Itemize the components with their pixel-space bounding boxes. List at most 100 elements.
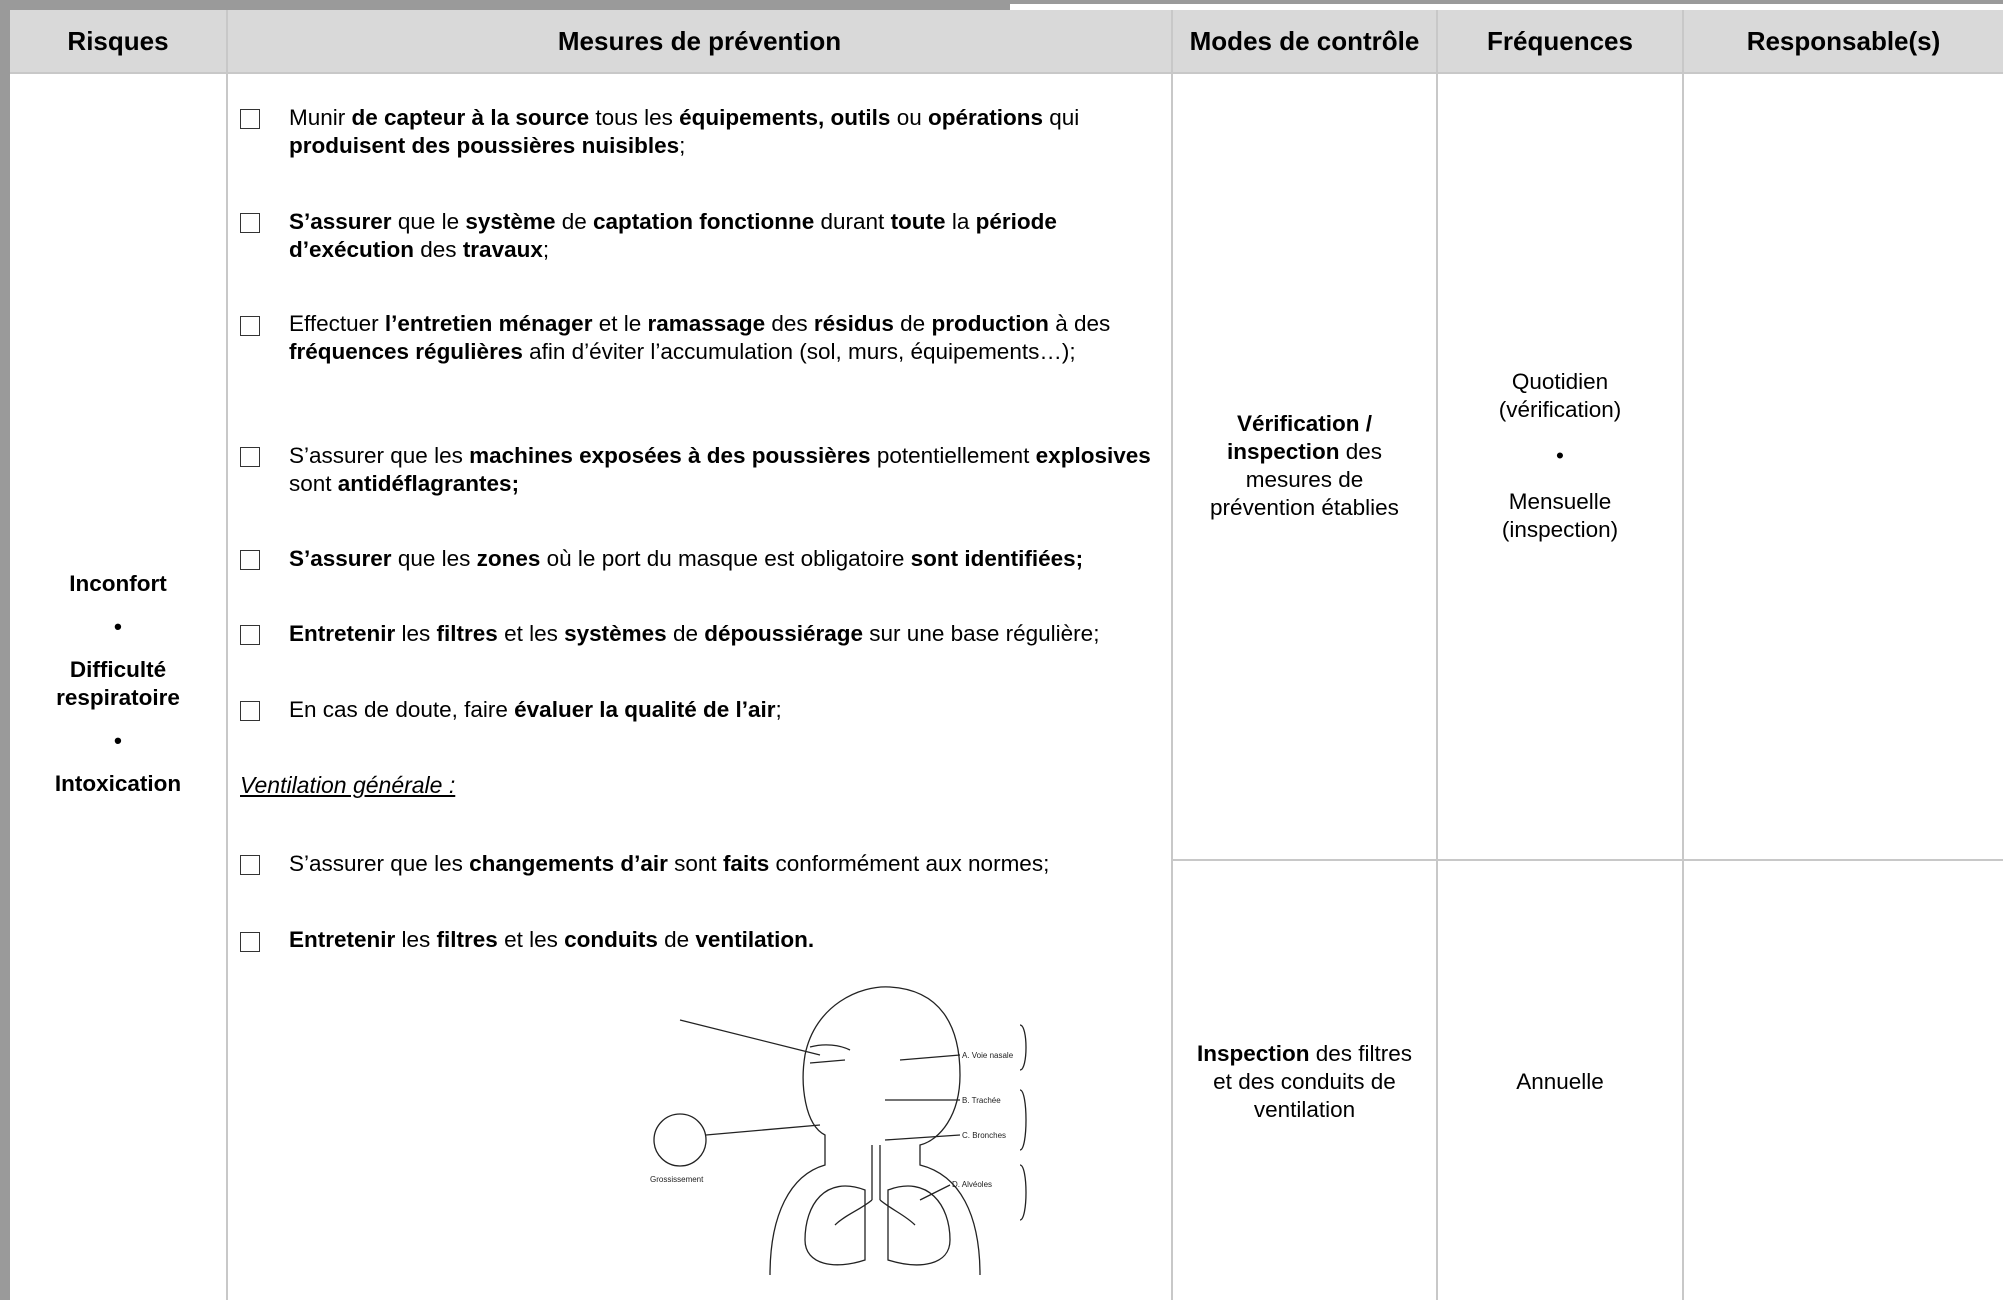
text-run: ; xyxy=(542,237,550,262)
column-header: Risques xyxy=(10,10,226,72)
checkbox[interactable] xyxy=(240,625,260,645)
measure: S’assurer que les changements d’air sont… xyxy=(289,850,1159,878)
row-divider xyxy=(10,72,2003,74)
text-run: ramassage xyxy=(647,311,766,336)
checkbox[interactable] xyxy=(240,447,260,467)
text-run: des xyxy=(414,237,463,262)
control-mode: Inspection des filtres et des conduits d… xyxy=(1173,1040,1436,1124)
text-run: opérations xyxy=(927,105,1044,130)
text-run: S’assurer xyxy=(289,546,392,571)
text-run: filtres xyxy=(436,621,498,646)
text-run: tous les xyxy=(589,105,680,130)
text-run: les xyxy=(395,621,437,646)
checkbox[interactable] xyxy=(240,932,260,952)
text-run: ou xyxy=(890,105,928,130)
diagram-label: A. Voie nasale xyxy=(962,1051,1014,1060)
text-run: conformément aux normes; xyxy=(769,851,1050,876)
text-run: de xyxy=(893,311,932,336)
text-run: S’assurer xyxy=(289,209,392,234)
diagram-label: C. Bronches xyxy=(962,1131,1006,1140)
column-divider xyxy=(1436,10,1438,1300)
frequency-cell: Quotidien (vérification) • Mensuelle (inspec… xyxy=(1438,368,1682,544)
diagram-label: B. Trachée xyxy=(962,1096,1001,1105)
frequency-line: Mensuelle xyxy=(1508,489,1612,514)
text-run: travaux xyxy=(462,237,543,262)
checkbox[interactable] xyxy=(240,316,260,336)
text-run: ventilation. xyxy=(695,927,815,952)
control-mode: Vérification / inspection des mesures de… xyxy=(1173,410,1436,522)
text-run: antidéflagrantes; xyxy=(337,471,520,496)
text-run: ; xyxy=(679,133,686,158)
column-header: Modes de contrôle xyxy=(1173,10,1436,72)
risk: Difficulté respiratoire xyxy=(56,657,180,710)
text-run: et le xyxy=(592,311,648,336)
text-run: sur une base régulière; xyxy=(863,621,1100,646)
column-header: Fréquences xyxy=(1438,10,1682,72)
text-run: des xyxy=(765,311,814,336)
text-run: sont xyxy=(289,471,338,496)
text-run: potentiellement xyxy=(870,443,1036,468)
checkbox[interactable] xyxy=(240,701,260,721)
frequency-line: Quotidien xyxy=(1511,369,1609,394)
text-run: de xyxy=(666,621,705,646)
text-run: afin d’éviter l’accumulation (sol, murs,… xyxy=(522,339,1076,364)
text-run: durant xyxy=(814,209,891,234)
column-header: Responsable(s) xyxy=(1684,10,2003,72)
text-run: conduits xyxy=(564,927,658,952)
text-run: évaluer la qualité de l’air xyxy=(514,697,776,722)
measure: S’assurer que les machines exposées à de… xyxy=(289,442,1159,498)
text-run: En cas de doute, faire xyxy=(289,697,515,722)
text-run: l’entretien ménager xyxy=(384,311,593,336)
text-run: dépoussiérage xyxy=(704,621,864,646)
text-run: résidus xyxy=(813,311,894,336)
text-run: que le xyxy=(391,209,466,234)
frequency-line: • xyxy=(1556,443,1564,468)
text-run: où le port du masque est obligatoire xyxy=(540,546,911,571)
bullet: • xyxy=(114,728,122,753)
text-run: de xyxy=(555,209,593,234)
text-run: filtres xyxy=(436,927,498,952)
text-run: captation fonctionne xyxy=(593,209,815,234)
text-run: fréquences régulières xyxy=(289,339,523,364)
measure: S’assurer que les zones où le port du ma… xyxy=(289,545,1159,573)
text-run: sont identifiées; xyxy=(910,546,1084,571)
risks-cell: Inconfort • Difficulté respiratoire • In… xyxy=(10,570,226,798)
frame-top xyxy=(1010,0,2003,4)
checkbox[interactable] xyxy=(240,213,260,233)
frequency-cell: Annuelle xyxy=(1438,1068,1682,1096)
row-divider xyxy=(1171,859,2003,861)
text-run: à des xyxy=(1048,311,1111,336)
text-run: machines exposées à des poussières xyxy=(469,443,871,468)
text-run: les xyxy=(395,927,437,952)
text-run: sont xyxy=(667,851,723,876)
frame-left xyxy=(0,0,10,1300)
text-run: des mesures de prévention établies xyxy=(1210,439,1399,520)
bullet: • xyxy=(114,614,122,639)
text-run: qui xyxy=(1043,105,1080,130)
text-run: zones xyxy=(476,546,541,571)
text-run: et les xyxy=(497,621,565,646)
text-run: de capteur à la source xyxy=(351,105,590,130)
respiratory-diagram: A. Voie nasale B. Trachée C. Bronches D.… xyxy=(650,986,1027,1276)
text-run: des filtres et des conduits de ventilati… xyxy=(1213,1041,1413,1122)
frequency-line: (inspection) xyxy=(1501,517,1619,542)
checkbox[interactable] xyxy=(240,109,260,129)
checkbox[interactable] xyxy=(240,855,260,875)
frequency-line: Annuelle xyxy=(1516,1069,1604,1094)
checkbox[interactable] xyxy=(240,550,260,570)
text-run: équipements, outils xyxy=(679,105,891,130)
measure: En cas de doute, faire évaluer la qualit… xyxy=(289,696,1159,724)
text-run: changements d’air xyxy=(469,851,668,876)
column-header: Mesures de prévention xyxy=(228,10,1171,72)
column-divider xyxy=(1682,10,1684,1300)
text-run: et les xyxy=(497,927,565,952)
measure: Munir de capteur à la source tous les éq… xyxy=(289,104,1159,160)
diagram-label: Grossissement xyxy=(650,1175,704,1184)
diagram-label: D. Alvéoles xyxy=(952,1180,992,1189)
text-run: système xyxy=(465,209,556,234)
text-run: production xyxy=(931,311,1049,336)
text-run: Munir xyxy=(289,105,352,130)
measure: Entretenir les filtres et les systèmes d… xyxy=(289,620,1159,648)
text-run: Entretenir xyxy=(289,927,396,952)
